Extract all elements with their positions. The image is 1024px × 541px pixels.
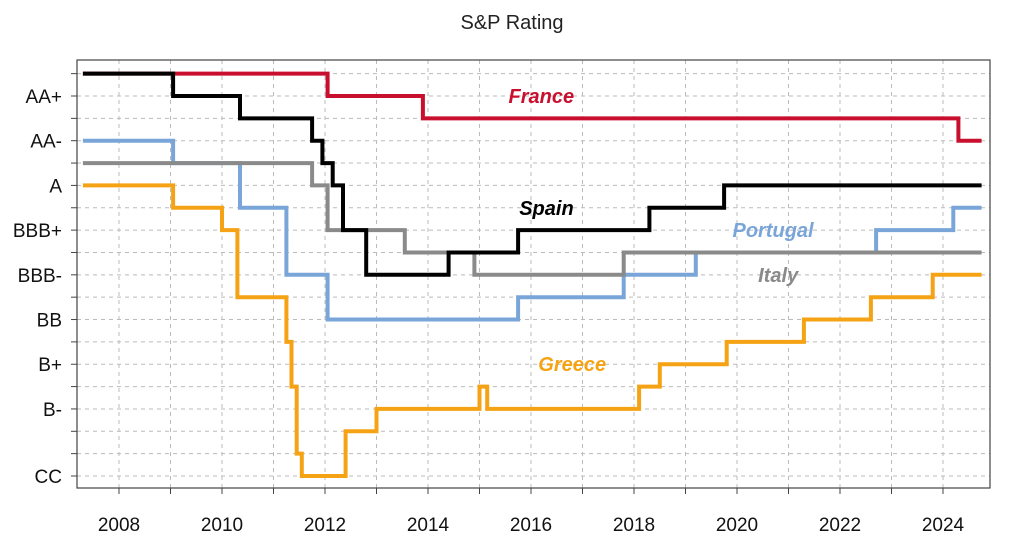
y-tick-label: AA- bbox=[30, 132, 62, 153]
x-tick-label: 2016 bbox=[510, 515, 552, 536]
series-label-spain: Spain bbox=[519, 198, 573, 220]
chart-title: S&P Rating bbox=[460, 12, 564, 34]
series-line-portugal bbox=[82, 138, 982, 322]
x-tick-label: 2020 bbox=[716, 515, 758, 536]
x-tick-label: 2010 bbox=[201, 515, 243, 536]
series-lines bbox=[82, 71, 982, 478]
y-tick-label: BB bbox=[37, 311, 62, 332]
y-tick-label: BBB- bbox=[18, 266, 62, 287]
y-tick-label: B+ bbox=[38, 355, 62, 376]
series-label-portugal: Portugal bbox=[732, 220, 814, 242]
series-labels: France Spain Portugal Italy Greece bbox=[509, 86, 815, 376]
x-tick-label: 2008 bbox=[98, 515, 140, 536]
y-tick-label: B- bbox=[43, 400, 62, 421]
y-tick-label: BBB+ bbox=[13, 221, 62, 242]
y-tick-label: CC bbox=[35, 467, 62, 488]
x-tick-label: 2014 bbox=[407, 515, 450, 536]
y-tick-label: AA+ bbox=[26, 87, 62, 108]
series-line-greece bbox=[82, 183, 982, 478]
x-tick-label: 2018 bbox=[613, 515, 655, 536]
series-line-france bbox=[82, 71, 982, 143]
x-tick-label: 2022 bbox=[819, 515, 861, 536]
plot-frame bbox=[76, 59, 991, 489]
series-label-italy: Italy bbox=[758, 265, 799, 287]
series-line-spain bbox=[82, 71, 982, 277]
y-tick-label: A bbox=[49, 176, 62, 197]
series-line-italy bbox=[82, 161, 982, 277]
series-label-france: France bbox=[509, 86, 575, 108]
x-tick-label: 2024 bbox=[922, 515, 965, 536]
series-label-greece: Greece bbox=[538, 354, 606, 376]
x-tick-label: 2012 bbox=[304, 515, 346, 536]
